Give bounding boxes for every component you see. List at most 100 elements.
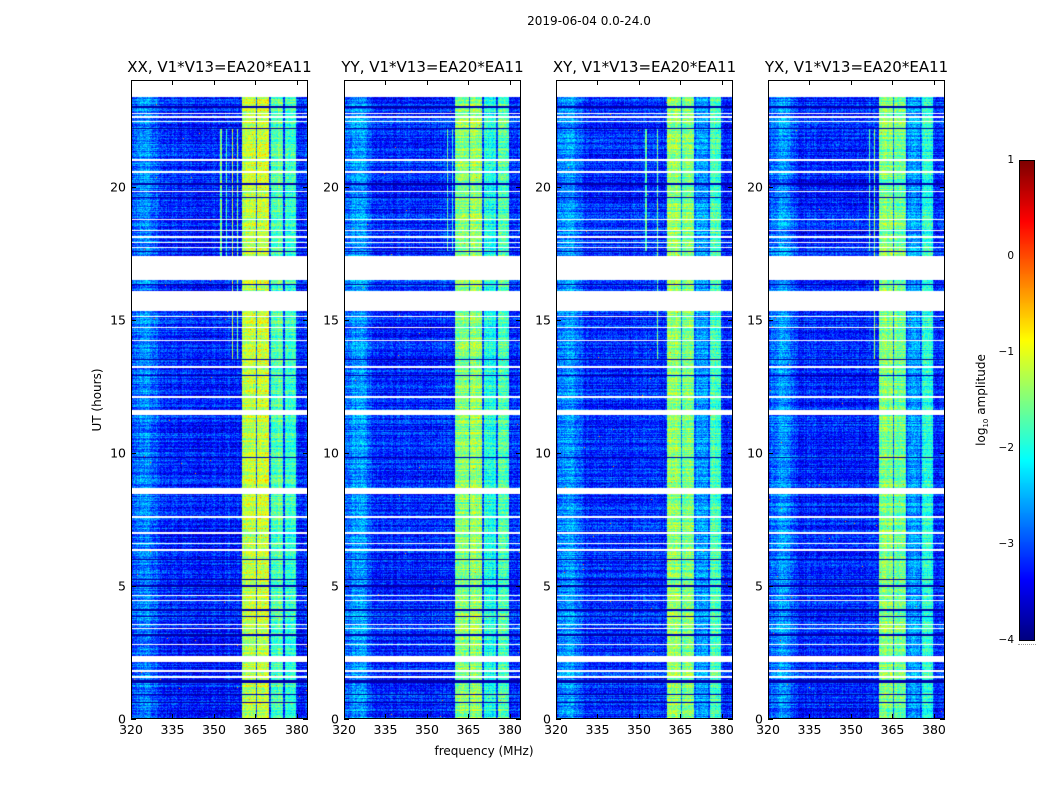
- colorbar-tick-label: −3: [998, 538, 1014, 550]
- y-tick: [344, 719, 349, 720]
- x-tick-label: 350: [627, 722, 651, 737]
- heatmap-image: [132, 81, 307, 718]
- x-tick-label: 350: [839, 722, 863, 737]
- y-tick-right: [728, 719, 733, 720]
- y-tick-label: 0: [755, 711, 763, 727]
- heatmap-axes-4: [768, 80, 945, 719]
- y-tick-label: 20: [747, 179, 763, 194]
- x-tick: [556, 714, 557, 719]
- x-tick-label: 380: [285, 722, 309, 737]
- x-tick-label: 335: [797, 722, 822, 737]
- y-tick: [131, 585, 136, 587]
- y-tick-right: [728, 186, 733, 188]
- y-tick-label: 15: [323, 312, 339, 328]
- x-tick-label: 365: [243, 722, 268, 737]
- x-tick-label: 320: [332, 722, 356, 737]
- x-tick-top: [680, 80, 682, 85]
- colorbar-tick-label: −4: [998, 634, 1014, 646]
- colorbar-gradient: [1020, 161, 1034, 640]
- x-tick-top: [385, 80, 387, 85]
- x-tick: [597, 714, 599, 719]
- y-tick-right: [728, 585, 733, 587]
- x-tick: [809, 714, 811, 719]
- x-tick-label: 320: [119, 722, 143, 737]
- y-tick-label: 0: [118, 711, 126, 727]
- x-tick-top: [509, 80, 511, 85]
- x-tick-top: [850, 80, 852, 85]
- y-tick-right: [303, 319, 308, 321]
- y-tick-right: [940, 319, 945, 321]
- y-tick-label: 5: [543, 578, 551, 594]
- y-tick-right: [728, 452, 733, 454]
- x-tick-top: [255, 80, 257, 85]
- y-tick: [344, 186, 349, 188]
- x-tick: [768, 714, 769, 719]
- y-tick-right: [728, 319, 733, 321]
- y-tick-label: 5: [118, 578, 126, 594]
- x-tick-top: [638, 80, 640, 85]
- x-tick-label: 380: [710, 722, 734, 737]
- colorbar-label-rest: amplitude: [973, 354, 988, 419]
- heatmap-axes-3: [556, 80, 733, 719]
- x-tick: [255, 714, 257, 719]
- x-tick: [892, 714, 894, 719]
- x-tick-top: [344, 80, 345, 85]
- y-tick-label: 5: [331, 578, 339, 594]
- y-axis-label: UT (hours): [90, 368, 104, 432]
- x-tick-top: [768, 80, 769, 85]
- x-tick-label: 320: [544, 722, 568, 737]
- y-tick-right: [516, 719, 521, 720]
- y-tick-label: 20: [535, 179, 551, 194]
- panel-title: XX, V1*V13=EA20*EA11: [127, 58, 312, 76]
- colorbar-label: log10 amplitude: [974, 354, 990, 446]
- x-tick: [638, 714, 640, 719]
- x-tick: [680, 714, 682, 719]
- y-tick: [131, 186, 136, 188]
- y-tick-right: [516, 585, 521, 587]
- x-tick: [426, 714, 428, 719]
- heatmap-axes-2: [344, 80, 521, 719]
- panel-title: YX, V1*V13=EA20*EA11: [764, 58, 949, 76]
- y-tick: [556, 319, 561, 321]
- x-axis-label: frequency (MHz): [434, 744, 534, 758]
- x-tick-top: [468, 80, 470, 85]
- y-tick-label: 0: [331, 711, 339, 727]
- x-tick-top: [597, 80, 599, 85]
- y-tick: [768, 719, 773, 720]
- x-tick-top: [296, 80, 298, 85]
- y-tick: [344, 319, 349, 321]
- x-tick-top: [131, 80, 132, 85]
- x-tick-label: 350: [202, 722, 226, 737]
- y-tick: [131, 719, 136, 720]
- y-tick: [131, 452, 136, 454]
- x-tick-label: 320: [756, 722, 780, 737]
- y-tick-right: [940, 719, 945, 720]
- panel-title: YY, V1*V13=EA20*EA11: [341, 58, 524, 76]
- x-tick-label: 380: [922, 722, 946, 737]
- y-tick-right: [303, 719, 308, 720]
- x-tick-top: [721, 80, 723, 85]
- x-tick-label: 365: [456, 722, 481, 737]
- colorbar-tick-label: 0: [1007, 250, 1014, 262]
- y-tick-label: 10: [323, 445, 339, 461]
- y-tick: [768, 319, 773, 321]
- y-tick-right: [940, 452, 945, 454]
- y-tick-label: 0: [543, 711, 551, 727]
- y-tick-right: [516, 186, 521, 188]
- y-tick: [344, 585, 349, 587]
- y-tick: [344, 452, 349, 454]
- x-tick-label: 335: [373, 722, 398, 737]
- y-tick-right: [516, 319, 521, 321]
- x-tick-top: [426, 80, 428, 85]
- y-tick-label: 15: [110, 312, 126, 328]
- y-tick: [556, 585, 561, 587]
- y-tick: [556, 186, 561, 188]
- y-tick-label: 15: [747, 312, 763, 328]
- heatmap-axes-1: [131, 80, 308, 719]
- panel-title: XY, V1*V13=EA20*EA11: [552, 58, 737, 76]
- y-tick-label: 10: [110, 445, 126, 461]
- colorbar-label-sub: 10: [982, 418, 991, 428]
- colorbar: [1019, 160, 1035, 641]
- y-tick-right: [940, 186, 945, 188]
- heatmap-image: [557, 81, 732, 718]
